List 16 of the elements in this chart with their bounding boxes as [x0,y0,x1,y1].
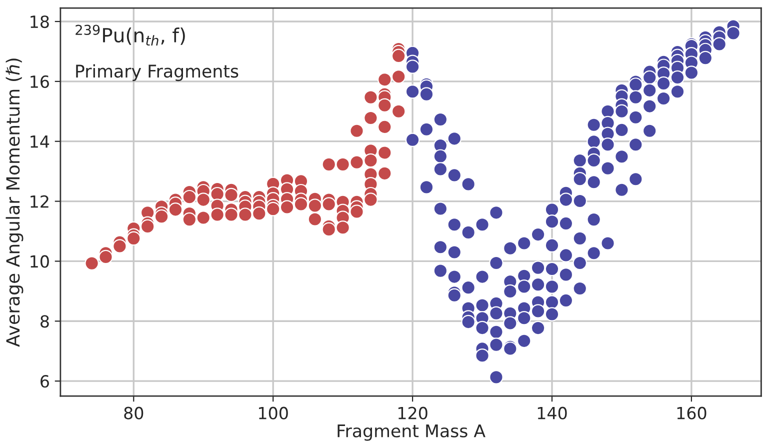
x-tick-label: 80 [124,406,144,420]
x-axis-title: Fragment Mass A [338,424,486,441]
annotation: $^{239}$Pu(n$_{th}$, f) [76,24,185,46]
y-tick-label: 12 [30,195,48,208]
y-tick-label: 18 [30,15,49,28]
x-tick-label: 100 [259,406,288,420]
x-tick-label: 140 [538,406,567,420]
x-tick-label: 160 [677,406,706,420]
y-axis-title: Average Angular Momentum (ℏ) [6,58,24,347]
y-tick-label: 16 [30,75,49,88]
y-tick-label: 10 [30,255,49,268]
y-tick-label: 8 [40,315,49,328]
y-tick-label: 6 [40,375,49,388]
x-tick-label: 120 [398,406,428,420]
annotation: Primary Fragments [76,64,238,82]
y-tick-label: 14 [30,136,50,148]
